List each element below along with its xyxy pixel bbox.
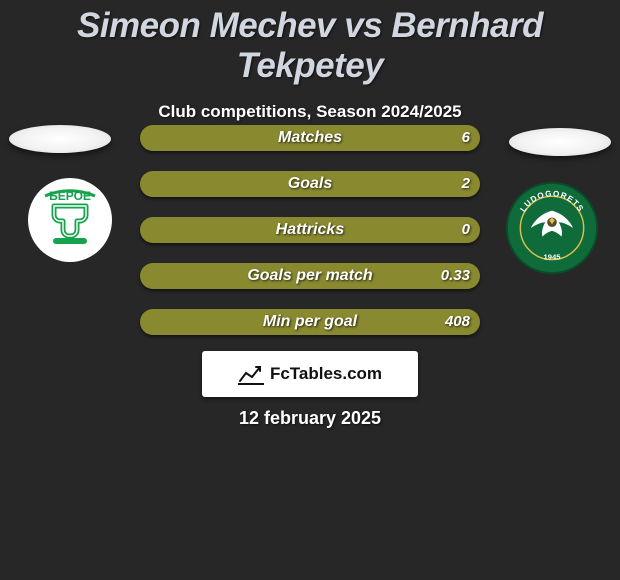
title-player-a: Simeon Mechev bbox=[77, 6, 335, 45]
stat-bar-label: Min per goal bbox=[140, 309, 480, 335]
team-b-badge: LUDOGORETS 1945 bbox=[504, 180, 600, 281]
stat-bar-value-b: 408 bbox=[445, 309, 470, 335]
brand-box: FcTables.com bbox=[202, 351, 418, 397]
halo-right bbox=[509, 128, 611, 156]
svg-text:БЕРОЕ: БЕРОЕ bbox=[49, 189, 91, 203]
brand-name: FcTables.com bbox=[270, 364, 382, 384]
halo-left bbox=[9, 125, 111, 153]
svg-text:1945: 1945 bbox=[543, 253, 561, 262]
team-a-badge: БЕРОЕ bbox=[20, 178, 120, 283]
stat-bar-value-b: 2 bbox=[462, 171, 470, 197]
subtitle: Club competitions, Season 2024/2025 bbox=[0, 102, 620, 122]
comparison-bars: Matches6Goals2Hattricks0Goals per match0… bbox=[140, 125, 480, 355]
stat-bar: Goals2 bbox=[140, 171, 480, 197]
stat-bar: Min per goal408 bbox=[140, 309, 480, 335]
stat-bar-value-b: 0 bbox=[462, 217, 470, 243]
date-text: 12 february 2025 bbox=[0, 408, 620, 429]
stat-bar-value-b: 0.33 bbox=[441, 263, 470, 289]
page-title: Simeon Mechev vs Bernhard Tekpetey bbox=[0, 0, 620, 86]
stat-bar: Hattricks0 bbox=[140, 217, 480, 243]
stat-bar: Goals per match0.33 bbox=[140, 263, 480, 289]
beroe-logo-icon: БЕРОЕ bbox=[20, 178, 120, 278]
title-vs: vs bbox=[344, 6, 382, 45]
stat-bar-label: Goals bbox=[140, 171, 480, 197]
stat-bar-label: Matches bbox=[140, 125, 480, 151]
ludogorets-logo-icon: LUDOGORETS 1945 bbox=[504, 180, 600, 276]
stat-bar-label: Goals per match bbox=[140, 263, 480, 289]
stat-bar: Matches6 bbox=[140, 125, 480, 151]
fctables-logo-icon bbox=[238, 363, 264, 385]
stat-bar-label: Hattricks bbox=[140, 217, 480, 243]
stat-bar-value-b: 6 bbox=[462, 125, 470, 151]
